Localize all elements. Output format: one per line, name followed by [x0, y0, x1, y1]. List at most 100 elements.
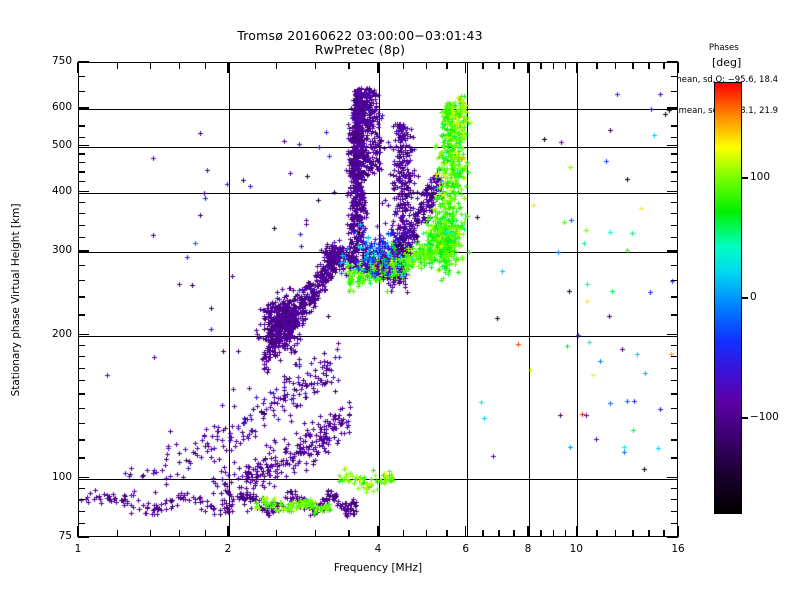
y-tick-right-100 — [667, 477, 678, 479]
y-tick-right-minor-85 — [671, 510, 678, 512]
y-tick-label-100: 100 — [51, 470, 72, 483]
y-tick-right-minor-190 — [671, 344, 678, 346]
x-tick-minor-5.5 — [446, 530, 448, 537]
y-tick-right-minor-420 — [671, 180, 678, 183]
y-tick-right-300 — [667, 250, 678, 252]
y-tick-minor-240 — [78, 296, 85, 298]
y-tick-600 — [78, 107, 89, 109]
y-tick-right-minor-120 — [671, 439, 678, 441]
y-tick-400 — [78, 191, 89, 193]
colorbar-tick-0 — [742, 297, 748, 299]
x-tick-top-minor-6.5 — [482, 62, 484, 69]
scatter-plot-canvas — [79, 63, 677, 536]
x-tick-top-minor-5 — [425, 62, 427, 69]
x-tick-label-8: 8 — [524, 543, 532, 555]
y-tick-minor-190 — [78, 344, 85, 346]
y-tick-right-minor-700 — [671, 75, 678, 77]
y-tick-right-600 — [667, 107, 678, 109]
x-tick-1 — [77, 526, 79, 537]
x-tick-minor-1.2 — [116, 530, 119, 537]
x-axis-title: Frequency [MHz] — [333, 562, 423, 574]
y-tick-500 — [78, 144, 89, 147]
x-tick-top-10 — [575, 62, 577, 73]
phase-stats-o-mode: mean, sd,O: −95.6, 18.4 — [673, 74, 778, 85]
y-tick-minor-340 — [78, 224, 85, 226]
x-tick-4 — [377, 526, 379, 537]
colorbar-unit-label: [deg] — [712, 56, 742, 69]
y-tick-right-minor-180 — [671, 355, 678, 358]
x-tick-minor-2.5 — [275, 530, 277, 537]
x-tick-top-minor-13 — [632, 62, 634, 69]
y-tick-right-minor-260 — [671, 279, 678, 282]
x-tick-minor-11 — [596, 530, 598, 537]
x-tick-label-2: 2 — [224, 543, 232, 555]
y-tick-right-minor-140 — [671, 407, 678, 409]
colorbar-tick-100 — [742, 177, 748, 179]
y-tick-right-minor-130 — [671, 422, 678, 425]
y-tick-right-minor-170 — [671, 367, 678, 369]
y-tick-minor-480 — [78, 153, 85, 155]
y-tick-right-minor-340 — [671, 224, 678, 226]
y-tick-right-750 — [667, 61, 678, 63]
y-tick-right-minor-220 — [671, 314, 678, 316]
x-tick-top-1 — [77, 62, 79, 73]
x-tick-top-minor-1.2 — [116, 62, 119, 69]
y-axis-title: Stationary phase Virtual Height [km] — [10, 203, 22, 397]
y-tick-right-minor-95 — [671, 487, 678, 489]
y-tick-right-minor-240 — [671, 296, 678, 298]
y-tick-label-300: 300 — [51, 244, 72, 257]
x-tick-minor-9.5 — [564, 530, 566, 537]
x-tick-8 — [527, 526, 529, 537]
x-tick-minor-9 — [552, 530, 555, 537]
y-tick-minor-95 — [78, 487, 85, 489]
y-tick-label-75: 75 — [58, 530, 72, 542]
x-tick-minor-8.5 — [540, 530, 542, 537]
plot-title-secondary: RwPretec (8p) — [314, 42, 406, 57]
y-tick-right-minor-480 — [671, 153, 678, 155]
y-tick-minor-420 — [78, 180, 85, 183]
x-tick-top-minor-9.5 — [564, 62, 566, 69]
y-tick-minor-360 — [78, 212, 85, 215]
x-tick-top-4 — [377, 62, 379, 73]
y-tick-label-750: 750 — [51, 55, 72, 67]
x-tick-top-minor-2.5 — [275, 62, 277, 69]
colorbar-tick-label-0: 0 — [750, 291, 757, 303]
x-tick-minor-5 — [425, 530, 427, 537]
x-tick-top-minor-14 — [648, 62, 650, 69]
y-tick-100 — [78, 477, 89, 479]
y-tick-right-minor-110 — [671, 457, 678, 459]
y-tick-right-minor-650 — [671, 90, 678, 93]
y-tick-minor-130 — [78, 422, 85, 425]
y-tick-label-200: 200 — [51, 327, 72, 340]
x-tick-10 — [575, 526, 577, 537]
x-tick-top-minor-15 — [663, 62, 665, 69]
y-tick-label-600: 600 — [51, 101, 72, 114]
x-tick-minor-3.5 — [348, 530, 350, 537]
y-tick-minor-320 — [78, 237, 85, 239]
x-tick-minor-1.8 — [204, 530, 206, 537]
x-tick-top-6 — [465, 62, 467, 73]
x-tick-label-6: 6 — [462, 543, 470, 555]
plot-title-primary: Tromsø 20160622 03:00:00−03:01:43 — [237, 28, 483, 43]
x-tick-minor-12 — [615, 530, 617, 537]
y-tick-minor-180 — [78, 355, 85, 358]
y-tick-right-500 — [667, 144, 678, 147]
x-tick-2 — [227, 526, 229, 537]
y-tick-right-minor-440 — [671, 171, 678, 173]
y-tick-right-minor-80 — [671, 523, 678, 525]
y-tick-minor-170 — [78, 367, 85, 369]
y-tick-minor-280 — [78, 264, 85, 266]
x-tick-top-minor-5.5 — [446, 62, 448, 69]
y-tick-minor-700 — [78, 75, 85, 77]
colorbar — [714, 82, 742, 514]
x-tick-minor-14 — [648, 530, 650, 537]
y-tick-minor-85 — [78, 510, 85, 512]
colorbar-gradient — [714, 82, 742, 514]
y-tick-75 — [78, 536, 89, 538]
y-tick-minor-120 — [78, 439, 85, 441]
x-tick-minor-15 — [663, 530, 665, 537]
y-tick-minor-460 — [78, 162, 85, 164]
y-tick-minor-110 — [78, 457, 85, 459]
y-tick-right-minor-360 — [671, 212, 678, 215]
